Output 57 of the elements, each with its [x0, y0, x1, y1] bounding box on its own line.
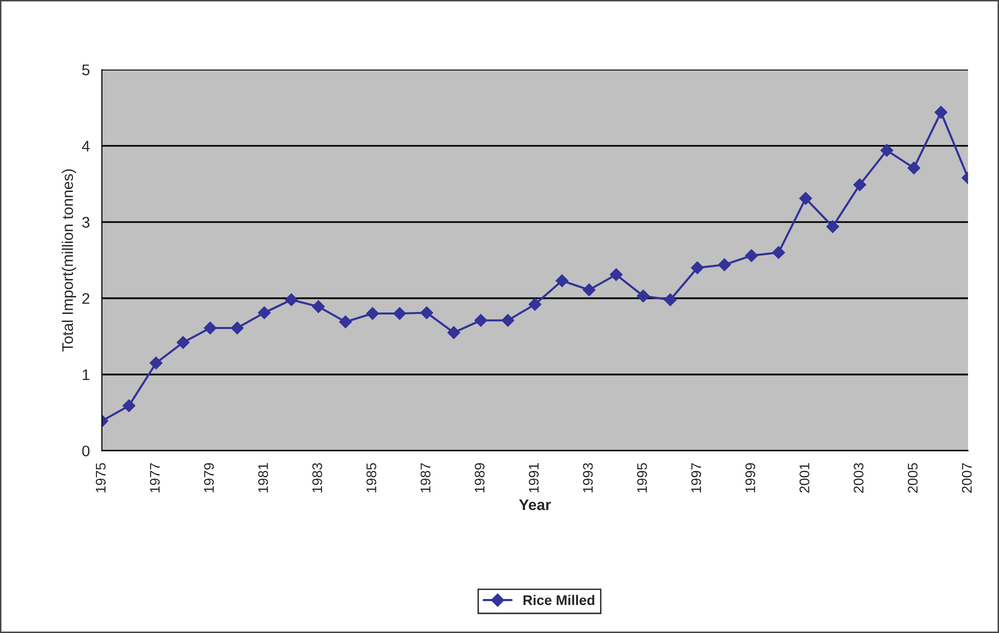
point	[826, 220, 840, 234]
x-tick-label: 2005	[908, 463, 918, 493]
point	[853, 178, 866, 192]
x-tick-label: 1995	[637, 463, 647, 492]
legend-label: Rice Milled	[524, 594, 594, 606]
x-tick-label: 1991	[528, 463, 539, 492]
y-tick-label: 2	[82, 293, 90, 304]
x-tick-label: 1997	[691, 463, 702, 492]
x-tick-label: 2001	[800, 463, 810, 493]
y-tick-label: 5	[82, 64, 90, 76]
x-tick-label: 1989	[474, 463, 485, 492]
point	[447, 326, 460, 339]
point	[258, 306, 271, 320]
point	[610, 268, 623, 282]
x-tick-label: 1985	[366, 463, 376, 492]
point	[150, 356, 162, 370]
point	[528, 298, 542, 311]
point	[312, 300, 325, 314]
x-tick-label: 1999	[745, 463, 756, 492]
x-tick-label: 2007	[962, 463, 972, 493]
point	[690, 261, 704, 274]
point	[230, 322, 244, 334]
point	[664, 293, 677, 306]
x-tick-label: 1979	[204, 463, 214, 492]
point	[907, 162, 920, 174]
y-axis-title: Total Import(million tonnes)	[62, 169, 76, 352]
point	[339, 315, 352, 328]
point	[122, 399, 136, 412]
x-axis-title: Year	[519, 500, 551, 510]
x-tick-label: 1981	[258, 463, 268, 492]
y-tick-label: 4	[82, 140, 90, 152]
point	[880, 144, 894, 157]
point	[420, 306, 434, 320]
point	[556, 274, 568, 288]
point	[745, 249, 758, 262]
point	[501, 314, 514, 327]
point	[393, 307, 406, 320]
point	[176, 336, 190, 349]
x-tick-label: 1983	[312, 463, 322, 492]
point	[934, 106, 948, 119]
x-tick-label: 1987	[420, 463, 430, 492]
point	[284, 293, 298, 306]
point	[799, 192, 812, 205]
point	[718, 258, 731, 272]
point	[366, 307, 379, 320]
y-tick-label: 3	[82, 216, 90, 228]
x-tick-label: 1977	[150, 463, 160, 492]
x-tick-label: 1993	[582, 463, 593, 492]
point	[204, 322, 217, 334]
x-tick-label: 1975	[96, 463, 106, 492]
point	[772, 246, 785, 259]
point	[474, 314, 488, 327]
point	[582, 283, 596, 296]
point	[636, 290, 650, 302]
x-tick-label: 2003	[854, 463, 864, 493]
y-tick-label: 1	[82, 370, 90, 380]
y-tick-label: 0	[82, 446, 90, 456]
